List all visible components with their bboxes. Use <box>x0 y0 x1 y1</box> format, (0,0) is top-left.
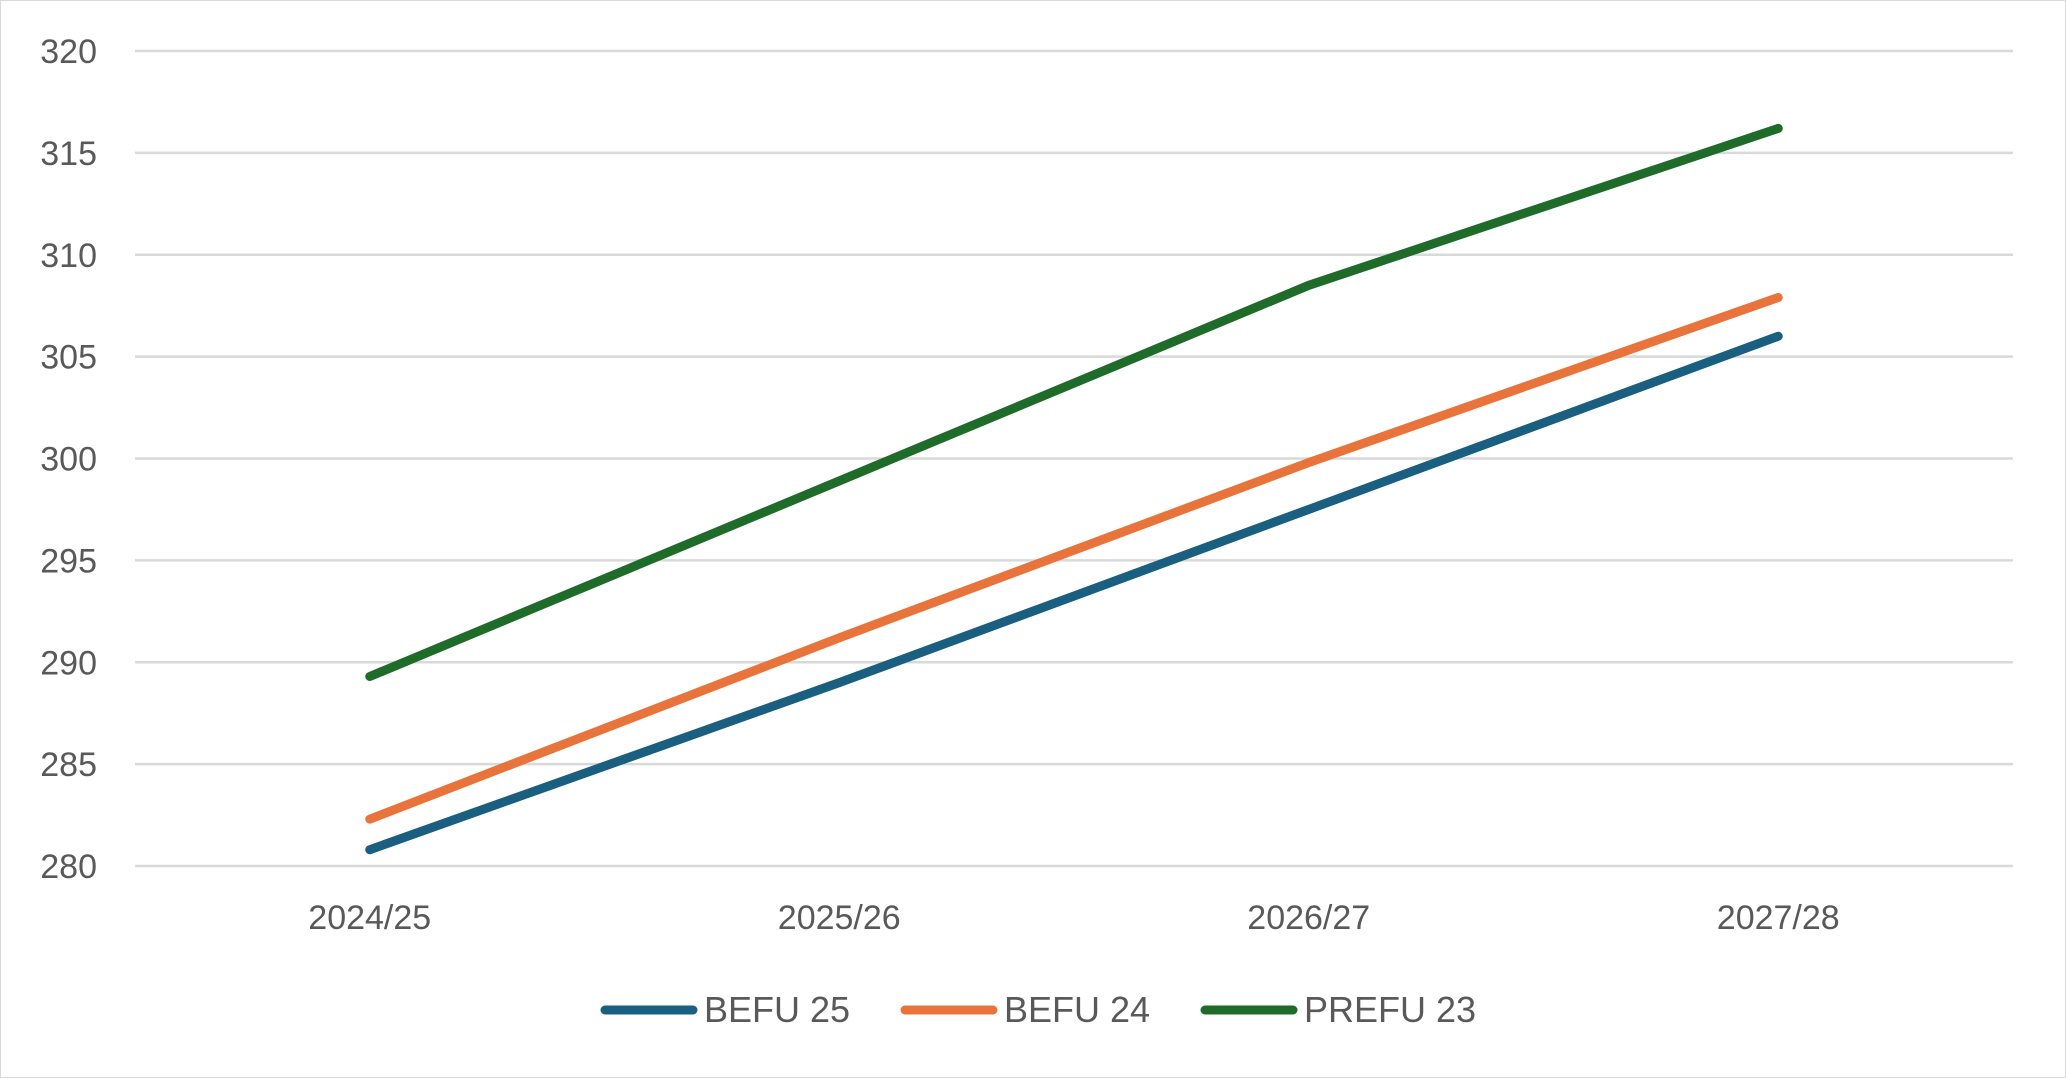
y-tick-label: 285 <box>40 746 97 784</box>
y-tick-label: 320 <box>40 33 97 71</box>
y-tick-label: 315 <box>40 135 97 173</box>
legend-label: PREFU 23 <box>1304 989 1476 1030</box>
x-axis-tick-labels: 2024/25 2025/26 2026/27 2027/28 <box>308 899 1839 937</box>
x-tick-label: 2025/26 <box>778 899 901 937</box>
legend: BEFU 25 BEFU 24 PREFU 23 <box>600 989 1476 1030</box>
series-line-prefu-23 <box>365 123 1783 682</box>
gridlines <box>135 49 2013 868</box>
y-axis-tick-labels: 280 285 290 295 300 305 310 315 320 <box>40 33 97 886</box>
y-tick-label: 290 <box>40 644 97 682</box>
series-lines <box>365 123 1783 855</box>
legend-label: BEFU 24 <box>1004 989 1150 1030</box>
x-tick-label: 2024/25 <box>308 899 431 937</box>
legend-item-prefu-23: PREFU 23 <box>1200 989 1476 1030</box>
y-tick-label: 310 <box>40 237 97 275</box>
y-tick-label: 280 <box>40 848 97 886</box>
legend-label: BEFU 25 <box>704 989 850 1030</box>
legend-item-befu-25: BEFU 25 <box>600 989 850 1030</box>
series-line-befu-24 <box>365 293 1783 824</box>
series-line-befu-25 <box>365 331 1783 855</box>
x-tick-label: 2026/27 <box>1247 899 1370 937</box>
x-tick-label: 2027/28 <box>1717 899 1840 937</box>
y-tick-label: 305 <box>40 339 97 377</box>
y-tick-label: 300 <box>40 441 97 479</box>
y-tick-label: 295 <box>40 542 97 580</box>
legend-item-befu-24: BEFU 24 <box>900 989 1150 1030</box>
